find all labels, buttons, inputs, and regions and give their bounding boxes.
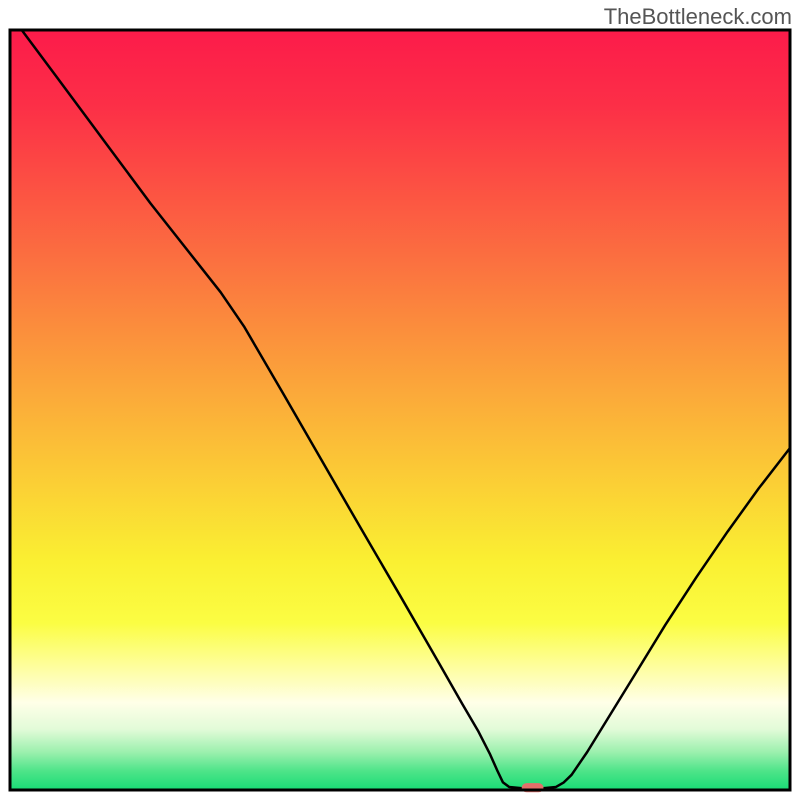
chart-container: TheBottleneck.com — [0, 0, 800, 800]
chart-background — [10, 30, 790, 790]
bottleneck-curve-chart — [0, 0, 800, 800]
watermark-text: TheBottleneck.com — [604, 4, 792, 30]
